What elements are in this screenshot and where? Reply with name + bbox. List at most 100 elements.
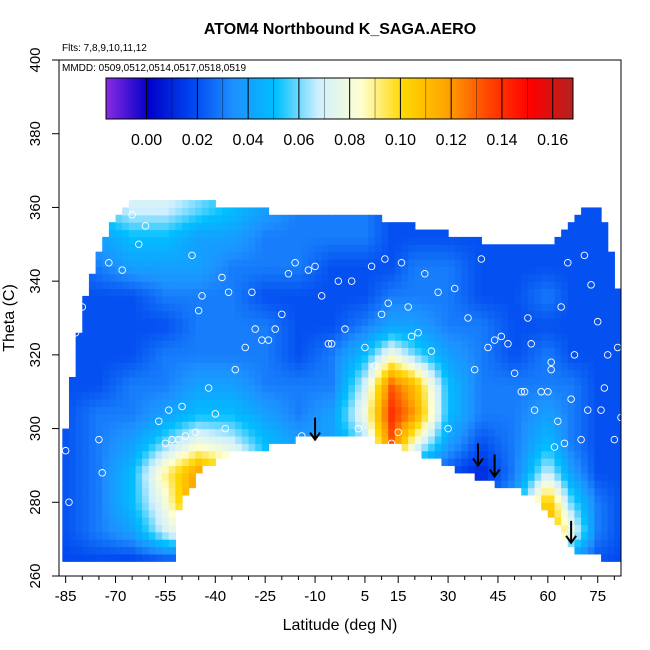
field-cell (581, 458, 589, 467)
field-cell (354, 384, 363, 393)
field-cell (594, 487, 602, 496)
field-cell (68, 443, 77, 452)
field-cell (168, 413, 176, 422)
field-cell (394, 376, 403, 385)
field-cell (148, 509, 157, 518)
field-cell (388, 266, 396, 275)
field-cell (308, 281, 316, 290)
field-cell (474, 435, 482, 444)
field-cell (162, 259, 170, 267)
field-cell (261, 354, 270, 363)
field-cell (354, 303, 363, 312)
field-cell (301, 214, 310, 223)
field-cell (441, 266, 449, 275)
field-cell (295, 310, 303, 319)
field-cell (142, 281, 150, 290)
field-cell (547, 295, 556, 304)
field-cell (95, 340, 103, 349)
field-cell (601, 450, 609, 459)
field-cell (108, 421, 117, 430)
field-cell (241, 303, 250, 312)
field-cell (75, 332, 83, 341)
field-cell (235, 406, 243, 415)
field-cell (468, 340, 476, 349)
field-cell (354, 332, 363, 341)
field-cell (448, 259, 456, 267)
field-cell (368, 244, 376, 253)
field-cell (115, 443, 123, 452)
field-cell (341, 413, 349, 422)
field-cell (474, 376, 482, 385)
field-cell (275, 347, 283, 356)
field-cell (561, 251, 569, 260)
field-cell (428, 428, 436, 437)
field-cell (255, 236, 263, 245)
field-cell (255, 435, 263, 444)
field-cell (188, 391, 196, 400)
field-cell (201, 266, 210, 275)
field-cell (201, 303, 210, 312)
field-cell (82, 472, 90, 481)
field-cell (321, 347, 329, 356)
field-cell (474, 369, 482, 378)
field-cell (607, 347, 615, 356)
field-cell (421, 236, 429, 245)
field-cell (414, 428, 423, 437)
field-cell (594, 546, 602, 555)
y-tick-label: 360 (27, 195, 44, 220)
field-cell (295, 303, 303, 312)
field-cell (521, 435, 529, 444)
field-cell (108, 391, 117, 400)
field-cell (208, 200, 216, 209)
field-cell (75, 443, 83, 452)
data-point (504, 340, 512, 348)
field-cell (195, 318, 203, 326)
field-cell (494, 406, 502, 415)
field-cell (315, 295, 323, 304)
field-cell (168, 509, 176, 518)
field-cell (494, 295, 502, 304)
field-cell (268, 303, 276, 312)
field-cell (487, 273, 496, 282)
field-cell (574, 502, 582, 511)
field-cell (75, 399, 83, 408)
field-cell (335, 428, 343, 437)
field-cell (115, 546, 123, 555)
field-cell (135, 450, 143, 459)
field-cell (547, 325, 556, 334)
field-cell (388, 251, 396, 260)
field-cell (88, 406, 97, 415)
field-cell (95, 524, 103, 533)
field-cell (168, 214, 176, 223)
field-cell (474, 421, 482, 430)
field-cell (155, 494, 163, 503)
field-cell (75, 539, 83, 548)
field-cell (275, 399, 283, 408)
field-cell (88, 310, 97, 319)
field-cell (115, 281, 123, 290)
field-cell (521, 376, 529, 385)
field-cell (168, 347, 176, 356)
arrow-marker (488, 454, 501, 479)
field-cell (501, 421, 509, 430)
field-cell (574, 259, 582, 267)
field-cell (474, 340, 482, 349)
field-cell (541, 487, 549, 496)
field-cell (275, 229, 283, 238)
field-cell (454, 295, 462, 304)
field-cell (195, 391, 203, 400)
field-cell (501, 354, 509, 363)
field-cell (481, 435, 489, 444)
field-cell (368, 288, 376, 297)
field-cell (261, 406, 270, 415)
field-cell (474, 354, 482, 363)
field-cell (308, 259, 316, 267)
field-cell (441, 281, 449, 290)
field-cell (374, 406, 383, 415)
field-cell (281, 369, 290, 378)
field-cell (122, 362, 130, 371)
field-cell (275, 222, 283, 231)
field-cell (241, 251, 250, 260)
field-cell (82, 332, 90, 341)
